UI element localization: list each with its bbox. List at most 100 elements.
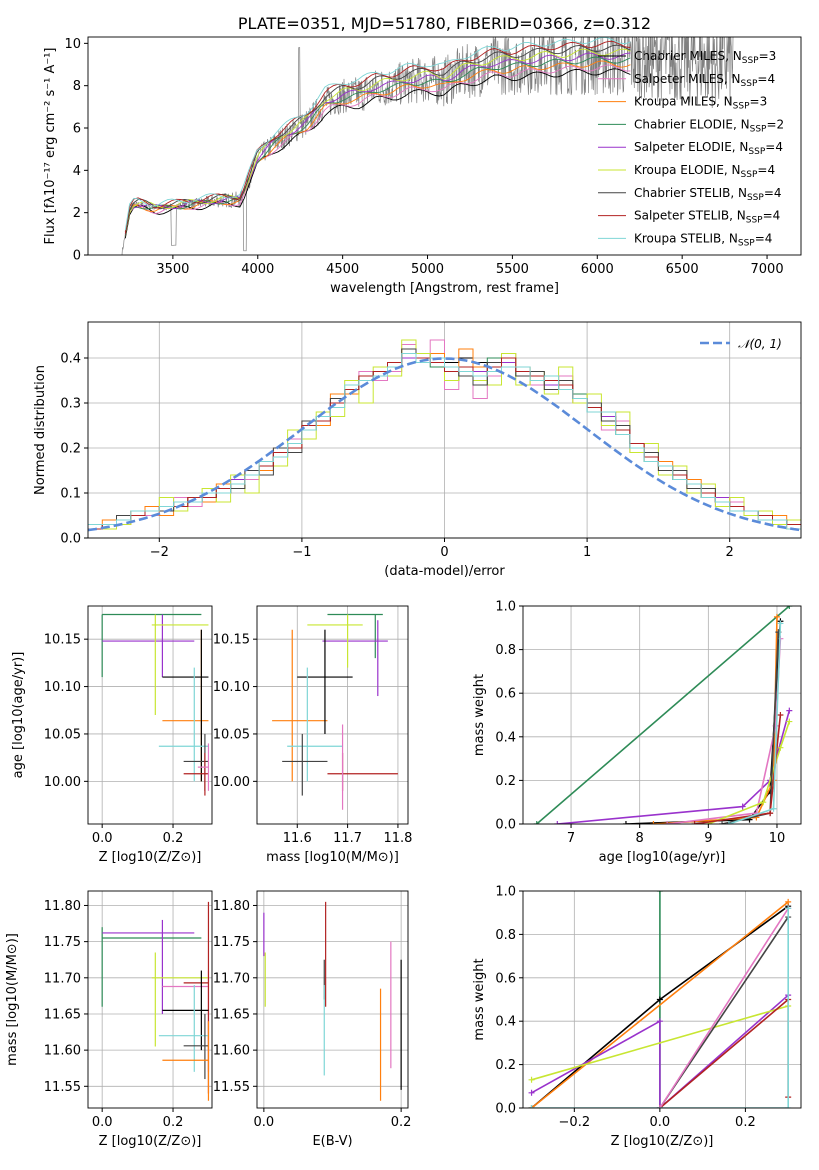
mass-weight-line <box>653 616 778 824</box>
legend-label: Chabrier MILES, N <box>634 49 742 63</box>
model-spectrum-line <box>124 37 631 231</box>
legend-ssp-count: 4 <box>767 163 775 177</box>
y-tick-label: 10.05 <box>213 727 250 742</box>
grid-lines <box>257 891 408 1108</box>
legend-equals: = <box>763 209 773 223</box>
x-tick-label: 3500 <box>156 262 189 277</box>
y-tick-label: 11.60 <box>44 1044 81 1059</box>
legend-equals: = <box>766 117 776 131</box>
y-tick-label: 10 <box>64 37 81 52</box>
grid-lines <box>257 606 408 824</box>
normal-distribution-curve <box>88 357 801 532</box>
mass-weight-marker <box>777 744 784 751</box>
chart-title: PLATE=0351, MJD=51780, FIBERID=0366, z=0… <box>238 14 651 33</box>
x-tick-label: 11.7 <box>333 831 362 846</box>
mass-weight-marker <box>767 810 774 817</box>
axes-frame <box>256 890 409 1109</box>
mass-weight-line <box>531 908 790 1108</box>
legend-label: Salpeter ELODIE, N <box>634 140 748 154</box>
extinction-mass-panel: 0.0 0.2 11.55 11.60 11.65 11.70 11.75 11.80 E(B-… <box>213 890 411 1149</box>
plot-area <box>101 901 210 1101</box>
mass-weight-marker <box>656 996 663 1003</box>
legend-ssp-count: 4 <box>774 186 782 200</box>
legend-subscript: SSP <box>741 79 758 89</box>
y-tick-label: 0.2 <box>495 1058 516 1073</box>
legend-label: Kroupa MILES, N <box>634 95 733 109</box>
y-tick-label: 0.0 <box>495 818 516 833</box>
y-tick-label: 6 <box>73 122 81 137</box>
legend-subscript: SSP <box>746 216 763 226</box>
legend-subscript: SSP <box>748 147 765 157</box>
legend-ssp-count: 3 <box>769 49 777 63</box>
model-spectrum-line <box>124 68 631 239</box>
y-tick-label: 1.0 <box>495 600 516 615</box>
legend-entry: Kroupa MILES, NSSP=3 <box>634 95 767 112</box>
legend-equals: = <box>759 49 769 63</box>
y-tick-label: 11.70 <box>213 971 250 986</box>
mass-weight-marker <box>760 799 767 806</box>
plot-area <box>88 339 801 532</box>
y-tick-label: 10.05 <box>44 727 81 742</box>
model-spectrum-line <box>124 48 631 237</box>
x-tick-label: −2 <box>150 545 169 560</box>
plot-area <box>528 891 792 1108</box>
x-axis-label: Z [log10(Z/Z⊙)] <box>611 1134 714 1149</box>
legend-subscript: SSP <box>738 238 755 248</box>
legend-label: Kroupa ELODIE, N <box>634 163 741 177</box>
mass-weight-marker <box>528 1076 535 1083</box>
legend-equals: = <box>750 95 760 109</box>
legend-entry: Salpeter STELIB, NSSP=4 <box>634 209 780 226</box>
mass-weight-marker <box>785 1105 792 1108</box>
legend-label: Salpeter STELIB, N <box>634 209 746 223</box>
mass-weight-marker <box>656 1018 663 1025</box>
y-tick-label: 11.55 <box>44 1080 81 1095</box>
plot-area <box>533 606 793 824</box>
legend-equals: = <box>755 231 765 245</box>
legend-label: Chabrier STELIB, N <box>634 186 747 200</box>
legend-entry: Salpeter MILES, NSSP=4 <box>634 72 775 89</box>
x-axis-label: Z [log10(Z/Z⊙)] <box>99 1134 202 1149</box>
mass-weight-marker <box>777 712 784 718</box>
y-axis-label: Normed distribution <box>33 365 48 495</box>
y-tick-label: 0.4 <box>495 730 516 745</box>
y-axis-label: mass weight <box>472 958 487 1040</box>
legend-label: Kroupa STELIB, N <box>634 231 738 245</box>
x-tick-label: 8 <box>636 831 644 846</box>
mass-weight-marker <box>725 821 732 824</box>
y-axis-label: Flux [fλ10⁻¹⁷ erg cm⁻² s⁻¹ A⁻¹] <box>43 48 58 245</box>
y-tick-label: 0.8 <box>495 643 516 658</box>
y-tick-label: 0.4 <box>495 1015 516 1030</box>
mass-weight-marker <box>650 821 657 824</box>
y-tick-label: 0.2 <box>60 442 81 457</box>
legend-ssp-count: 4 <box>773 209 781 223</box>
x-tick-label: 0.0 <box>254 1115 275 1130</box>
x-axis-label: Z [log10(Z/Z⊙)] <box>99 850 202 865</box>
y-tick-label: 0.2 <box>495 774 516 789</box>
y-tick-label: 10.10 <box>213 680 250 695</box>
x-tick-label: 7000 <box>751 262 784 277</box>
mass-weight-marker <box>773 613 780 620</box>
y-tick-label: 11.65 <box>44 1007 81 1022</box>
y-tick-label: 0.0 <box>60 532 81 547</box>
mass-weight-line <box>557 710 791 824</box>
y-tick-label: 11.65 <box>213 1007 250 1022</box>
legend-equals: = <box>765 140 775 154</box>
x-tick-label: 11.6 <box>283 831 312 846</box>
mass-weight-marker <box>777 620 784 627</box>
mass-weight-marker <box>656 891 663 894</box>
mass-weight-marker <box>785 898 792 905</box>
y-tick-label: 8 <box>73 79 81 94</box>
x-tick-label: 4000 <box>241 262 274 277</box>
x-axis-label: wavelength [Angstrom, rest frame] <box>330 281 559 296</box>
legend-subscript: SSP <box>750 124 767 134</box>
mass-weight-marker <box>786 718 793 725</box>
y-tick-label: 11.75 <box>213 935 250 950</box>
mass-weight-marker <box>533 821 540 824</box>
metallicity-mass-weight-panel: −0.2 0.0 0.2 0.0 0.2 0.4 0.6 0.8 1.0 Z [log10(Z/Z… <box>472 885 802 1149</box>
legend-equals: = <box>764 186 774 200</box>
histogram-step-line <box>88 353 801 530</box>
legend-ssp-count: 2 <box>777 117 785 131</box>
y-tick-label: 0.3 <box>60 397 81 412</box>
